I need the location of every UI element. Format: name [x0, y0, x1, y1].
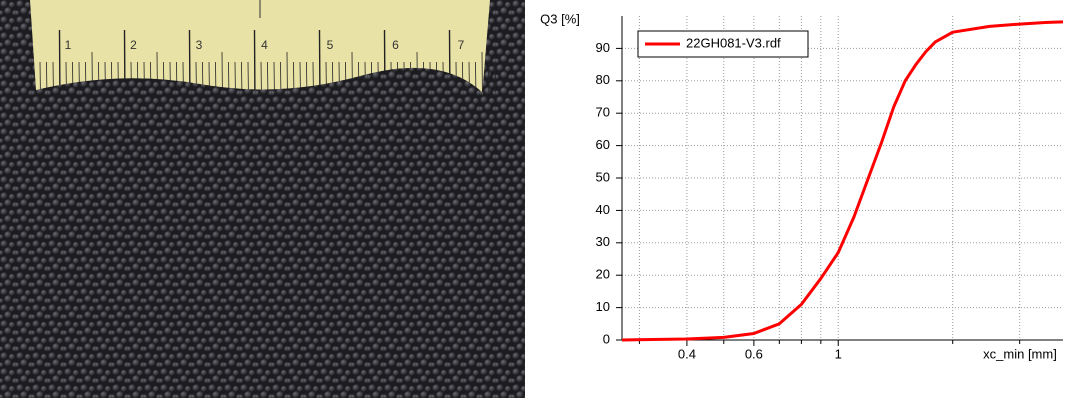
y-tick-label: 20: [596, 267, 610, 282]
ruler-label: 5: [327, 38, 334, 52]
chart: Q3 [%] xc_min [mm] 0 10 20 30 40 50 60 70 80 90 0.…: [540, 11, 1064, 361]
y-tick-label: 80: [596, 72, 610, 87]
y-tick-label: 70: [596, 105, 610, 120]
photo: 1 2 3 4 5 6 7: [0, 0, 525, 398]
ruler: [30, 0, 490, 96]
data-line: [621, 20, 1064, 342]
y-tick-label: 30: [596, 234, 610, 249]
x-axis-label: xc_min [mm]: [983, 346, 1057, 361]
y-tick-label: 90: [596, 40, 610, 55]
y-tick-label: 60: [596, 137, 610, 152]
x-tick-label: 0.4: [678, 346, 696, 361]
y-axis-label: Q3 [%]: [540, 11, 580, 26]
ruler-label: 7: [458, 38, 465, 52]
ruler-label: 3: [196, 38, 203, 52]
y-tick-label: 40: [596, 202, 610, 217]
ruler-label: 1: [65, 38, 72, 52]
y-tick-label: 50: [596, 169, 610, 184]
y-tick-label: 0: [603, 331, 610, 346]
legend-label: 22GH081-V3.rdf: [686, 35, 781, 50]
ruler-label: 4: [261, 38, 268, 52]
ruler-label: 2: [130, 38, 137, 52]
x-tick-label: 1: [835, 346, 842, 361]
y-tick-label: 10: [596, 299, 610, 314]
granule-edge: [36, 67, 482, 110]
ruler-label: 6: [392, 38, 399, 52]
x-tick-label: 0.6: [745, 346, 763, 361]
